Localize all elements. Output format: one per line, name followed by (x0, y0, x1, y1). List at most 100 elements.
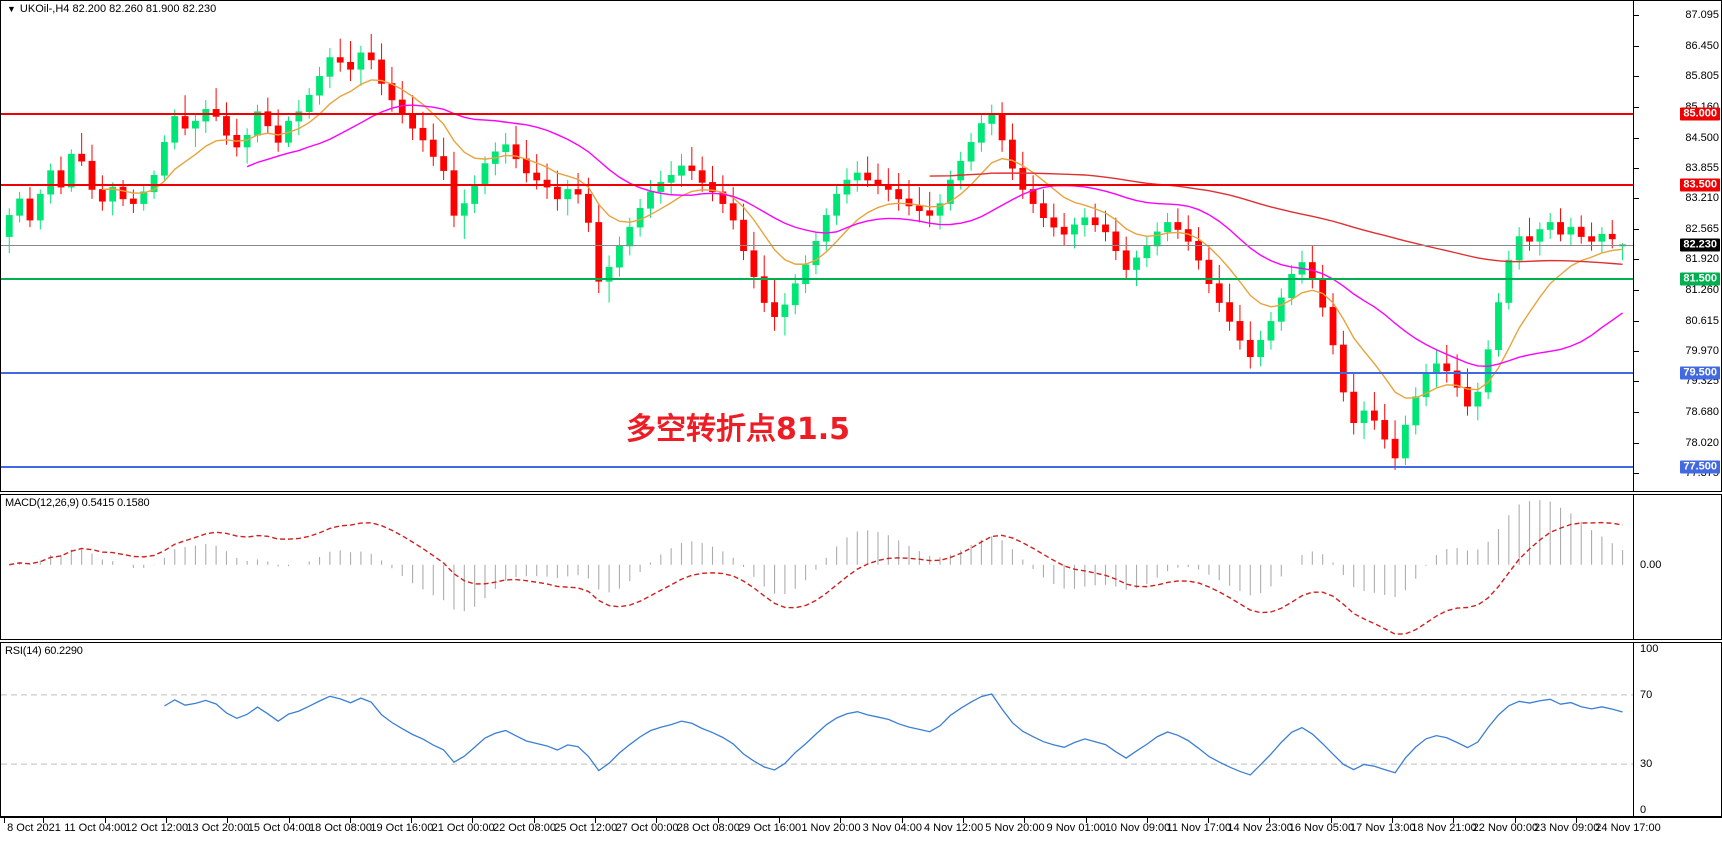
price-series-svg (5, 33, 1626, 470)
time-tick-label: 23 Nov 09:00 (1533, 822, 1600, 834)
price-tick-mark (1634, 411, 1639, 413)
caret-down-icon[interactable]: ▼ (7, 4, 16, 14)
macd-pane[interactable]: MACD(12,26,9) 0.5415 0.1580 0.00 (0, 494, 1722, 640)
price-tag-level-79500[interactable]: 79.500 (1680, 366, 1720, 380)
level-line-82-230 (1, 244, 1633, 246)
time-tick-label: 9 Nov 01:00 (1046, 822, 1106, 834)
price-tick-label: 81.920 (1685, 253, 1719, 266)
time-tick-label: 28 Oct 08:00 (676, 822, 740, 834)
price-tick-mark (1634, 259, 1639, 261)
time-tick-mark (1392, 818, 1394, 823)
time-tick-mark (1576, 818, 1577, 823)
time-tick-mark (4, 818, 5, 823)
time-tick-label: 22 Oct 08:00 (492, 822, 556, 834)
macd-label: MACD(12,26,9) 0.5415 0.1580 (5, 497, 150, 509)
price-tick-label: 83.855 (1685, 162, 1719, 175)
price-tick-mark (1634, 290, 1639, 292)
time-tick-mark (779, 818, 780, 823)
time-tick-label: 8 Oct 2021 (7, 822, 61, 834)
time-tick-label: 1 Nov 20:00 (801, 822, 861, 834)
time-tick-label: 12 Oct 12:00 (125, 822, 189, 834)
time-tick-label: 3 Nov 04:00 (862, 822, 922, 834)
time-tick-mark (1330, 818, 1332, 823)
price-tick-mark (1634, 351, 1639, 353)
time-tick-mark (104, 818, 106, 823)
rsi-tick-label: 0 (1640, 804, 1647, 816)
price-tick-label: 79.970 (1685, 345, 1719, 358)
rsi-pane[interactable]: RSI(14) 60.2290 100 70 30 0 (0, 642, 1722, 817)
time-tick-label: 18 Nov 21:00 (1411, 822, 1477, 834)
price-tick-mark (1634, 137, 1639, 139)
time-tick-mark (165, 818, 167, 823)
time-tick-label: 11 Oct 04:00 (64, 822, 127, 834)
macd-axis: 0.00 (1633, 495, 1721, 639)
price-tick-label: 81.260 (1685, 284, 1719, 297)
price-plot-area[interactable]: 多空转折点81.5 (1, 1, 1633, 491)
price-tick-mark (1634, 442, 1639, 444)
time-tick-mark (1024, 818, 1026, 823)
time-tick-mark (349, 818, 351, 823)
time-tick-label: 21 Oct 00:00 (431, 822, 495, 834)
time-tick-label: 17 Nov 13:00 (1350, 822, 1416, 834)
rsi-axis: 100 70 30 0 (1633, 643, 1721, 816)
price-tick-label: 80.615 (1685, 314, 1719, 327)
level-line-81-500 (1, 277, 1633, 280)
time-tick-mark (962, 818, 964, 823)
time-tick-mark (1514, 818, 1516, 823)
level-line-85-000 (1, 113, 1633, 116)
price-tag-level-81500[interactable]: 81.500 (1680, 272, 1720, 286)
price-tick-label: 86.450 (1685, 39, 1719, 52)
time-tick-label: 10 Nov 09:00 (1104, 822, 1171, 834)
time-tick-label: 19 Oct 16:00 (370, 822, 434, 834)
time-tick-mark (227, 818, 229, 823)
time-tick-mark (288, 818, 290, 823)
time-tick-label: 4 Nov 12:00 (923, 822, 984, 834)
price-tick-mark (1634, 45, 1639, 47)
price-tick-mark (1634, 320, 1639, 322)
price-tick-mark (1634, 15, 1639, 17)
macd-plot-area[interactable] (1, 495, 1633, 639)
macd-tick-label: 0.00 (1640, 558, 1662, 571)
macd-series-svg (9, 500, 1624, 635)
price-tag-level-77500[interactable]: 77.500 (1680, 460, 1720, 474)
time-tick-label: 29 Oct 16:00 (738, 822, 802, 834)
time-tick-label: 13 Oct 20:00 (186, 822, 250, 834)
chart-annotation-text: 多空转折点81.5 (626, 412, 851, 447)
price-axis[interactable]: 87.095 86.450 85.805 85.160 84.500 83.855 83.2… (1633, 1, 1721, 491)
rsi-tick-label: 70 (1640, 688, 1653, 701)
rsi-tick-label: 30 (1640, 758, 1653, 771)
time-tick-label: 11 Nov 17:00 (1166, 822, 1232, 834)
time-tick-label: 15 Oct 04:00 (247, 822, 311, 834)
rsi-tick-label: 100 (1640, 643, 1659, 655)
time-tick-mark (1453, 818, 1455, 823)
time-tick-mark (1085, 818, 1087, 823)
time-tick-mark (472, 818, 474, 823)
price-tag-last-price[interactable]: 82.230 (1680, 238, 1720, 252)
time-tick-label: 16 Nov 05:00 (1288, 822, 1355, 834)
rsi-plot-area[interactable] (1, 643, 1633, 816)
price-pane[interactable]: ▼ UKOil-,H4 82.200 82.260 81.900 82.230 多… (0, 0, 1722, 492)
time-tick-mark (840, 818, 842, 823)
symbol-header: ▼ UKOil-,H4 82.200 82.260 81.900 82.230 (1, 1, 1721, 17)
time-tick-mark (411, 818, 413, 823)
time-tick-label: 24 Nov 17:00 (1595, 822, 1661, 834)
time-tick-mark (901, 818, 903, 823)
time-tick-label: 25 Oct 12:00 (554, 822, 618, 834)
time-tick-label: 5 Nov 20:00 (985, 822, 1045, 834)
rsi-label: RSI(14) 60.2290 (5, 645, 83, 657)
time-tick-mark (656, 818, 658, 823)
price-tick-label: 84.500 (1685, 131, 1719, 144)
price-tag-level-83500[interactable]: 83.500 (1680, 178, 1720, 192)
time-tick-mark (1208, 818, 1210, 823)
time-tick-label: 27 Oct 00:00 (615, 822, 679, 834)
price-tick-mark (1634, 473, 1639, 475)
time-tick-mark (43, 818, 45, 823)
level-line-83-500 (1, 183, 1633, 186)
price-tag-level-85000[interactable]: 85.000 (1680, 107, 1720, 121)
time-tick-label: 18 Oct 08:00 (309, 822, 373, 834)
level-line-79-500 (1, 372, 1633, 375)
time-axis[interactable]: 8 Oct 2021 11 Oct 04:00 12 Oct 12:00 13 Oct… (0, 817, 1722, 841)
time-tick-label: 22 Nov 00:00 (1472, 822, 1539, 834)
price-tick-label: 78.680 (1685, 405, 1719, 418)
